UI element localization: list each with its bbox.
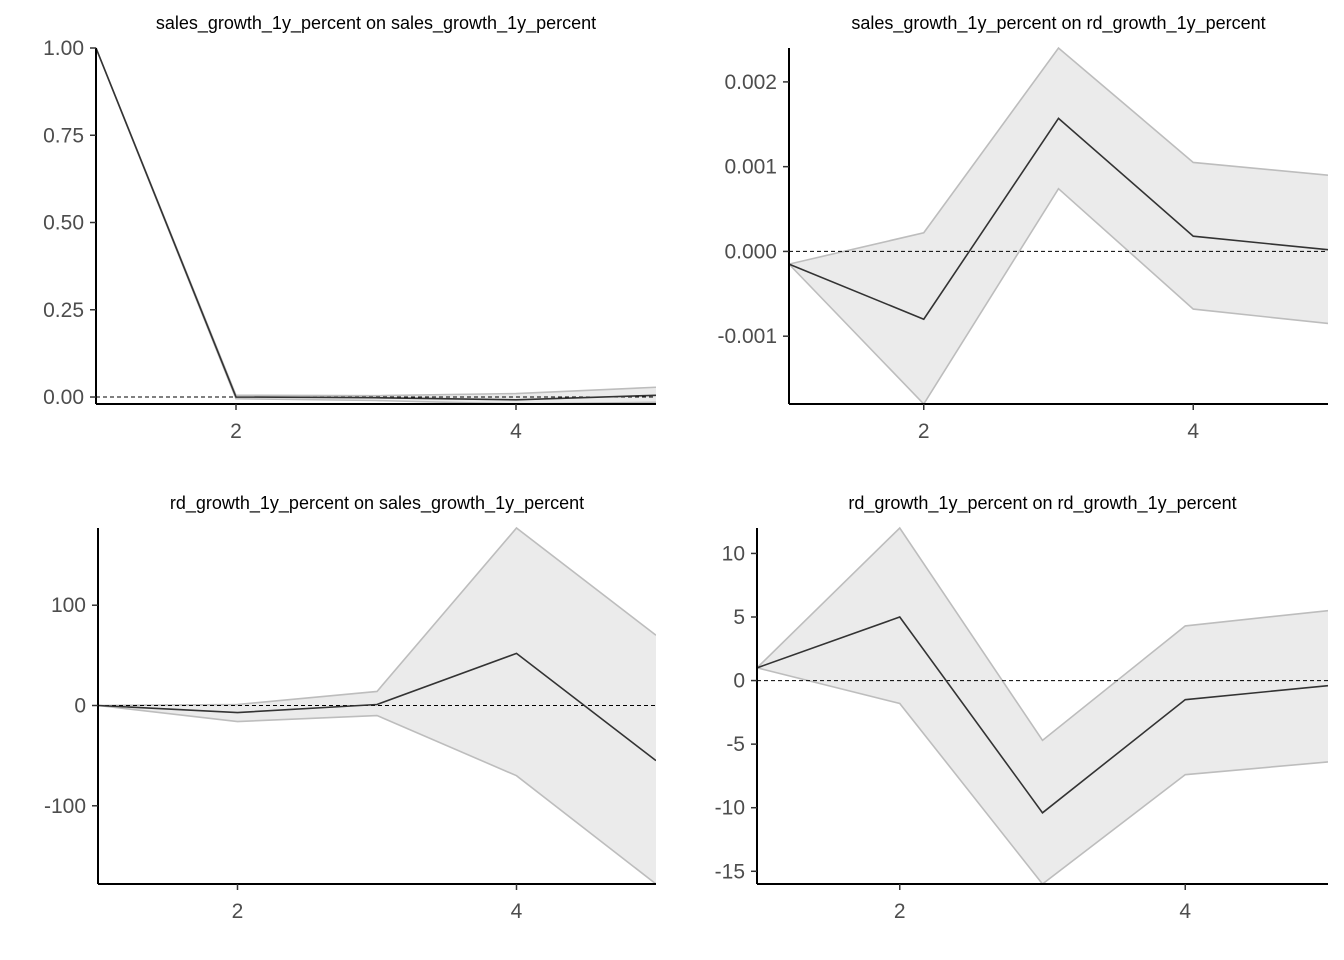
- band-upper-line: [757, 526, 1328, 742]
- y-tick-label: 0.001: [724, 156, 777, 179]
- y-tick-label: 0.25: [43, 299, 84, 322]
- x-tick-label: 4: [510, 420, 522, 443]
- x-tick-label: 2: [230, 420, 242, 443]
- y-tick-label: 5: [733, 606, 745, 629]
- plot-area: [98, 526, 656, 884]
- y-tick-label: 0.00: [43, 386, 84, 409]
- y-tick-label: 0.002: [724, 71, 777, 94]
- confidence-band: [789, 48, 1328, 404]
- y-tick-label: 0: [74, 694, 86, 717]
- y-tick-label: -5: [726, 733, 745, 756]
- band-lower-line: [96, 47, 656, 404]
- y-tick-label: 100: [51, 594, 86, 617]
- confidence-band: [98, 528, 656, 884]
- irf-series-line: [98, 652, 656, 762]
- x-tick-label: 2: [894, 900, 906, 923]
- panel-2: -0.001 0.000 0.001 0.002 2 4 sales_growth_1y_p…: [717, 13, 1328, 443]
- panel-4: -15 -10 -5 0 5 10 2 4 rd_growth_1y_percent on rd…: [715, 493, 1328, 923]
- panel-title: sales_growth_1y_percent on sales_growth_…: [156, 13, 596, 34]
- y-tick-label: 10: [722, 542, 745, 565]
- irf-series-line: [789, 117, 1328, 321]
- band-upper-line: [96, 47, 656, 397]
- panel-title: rd_growth_1y_percent on rd_growth_1y_per…: [848, 493, 1236, 514]
- x-tick-label: 4: [511, 900, 523, 923]
- x-tick-label: 2: [232, 900, 244, 923]
- y-tick-label: -0.001: [717, 325, 777, 348]
- band-lower-line: [98, 704, 656, 884]
- y-tick-label: -100: [44, 795, 86, 818]
- panel-1: 0.00 0.25 0.50 0.75 1.00 2 4 sales_growth_1y_pe…: [43, 13, 656, 443]
- band-lower-line: [789, 187, 1328, 404]
- panel-title: rd_growth_1y_percent on sales_growth_1y_…: [170, 493, 584, 514]
- band-upper-line: [789, 46, 1328, 265]
- irf-series-line: [757, 616, 1328, 814]
- y-tick-label: 1.00: [43, 37, 84, 60]
- x-tick-label: 4: [1187, 420, 1199, 443]
- confidence-band: [757, 528, 1328, 884]
- confidence-band: [96, 48, 656, 404]
- x-tick-label: 4: [1179, 900, 1191, 923]
- y-tick-label: -10: [715, 797, 745, 820]
- y-tick-label: 0.75: [43, 124, 84, 147]
- y-tick-label: -15: [715, 860, 745, 883]
- y-tick-label: 0.50: [43, 212, 84, 235]
- y-tick-label: 0.000: [724, 240, 777, 263]
- plot-area: [789, 46, 1328, 404]
- irf-series-line: [96, 47, 656, 401]
- plot-area: [96, 47, 656, 404]
- panel-3: -100 0 100 2 4 rd_growth_1y_percent on sales_…: [44, 493, 656, 923]
- plot-area: [757, 526, 1328, 884]
- panel-title: sales_growth_1y_percent on rd_growth_1y_…: [851, 13, 1265, 34]
- x-tick-label: 2: [918, 420, 930, 443]
- band-lower-line: [757, 667, 1328, 884]
- band-upper-line: [98, 526, 656, 707]
- y-tick-label: 0: [733, 670, 745, 693]
